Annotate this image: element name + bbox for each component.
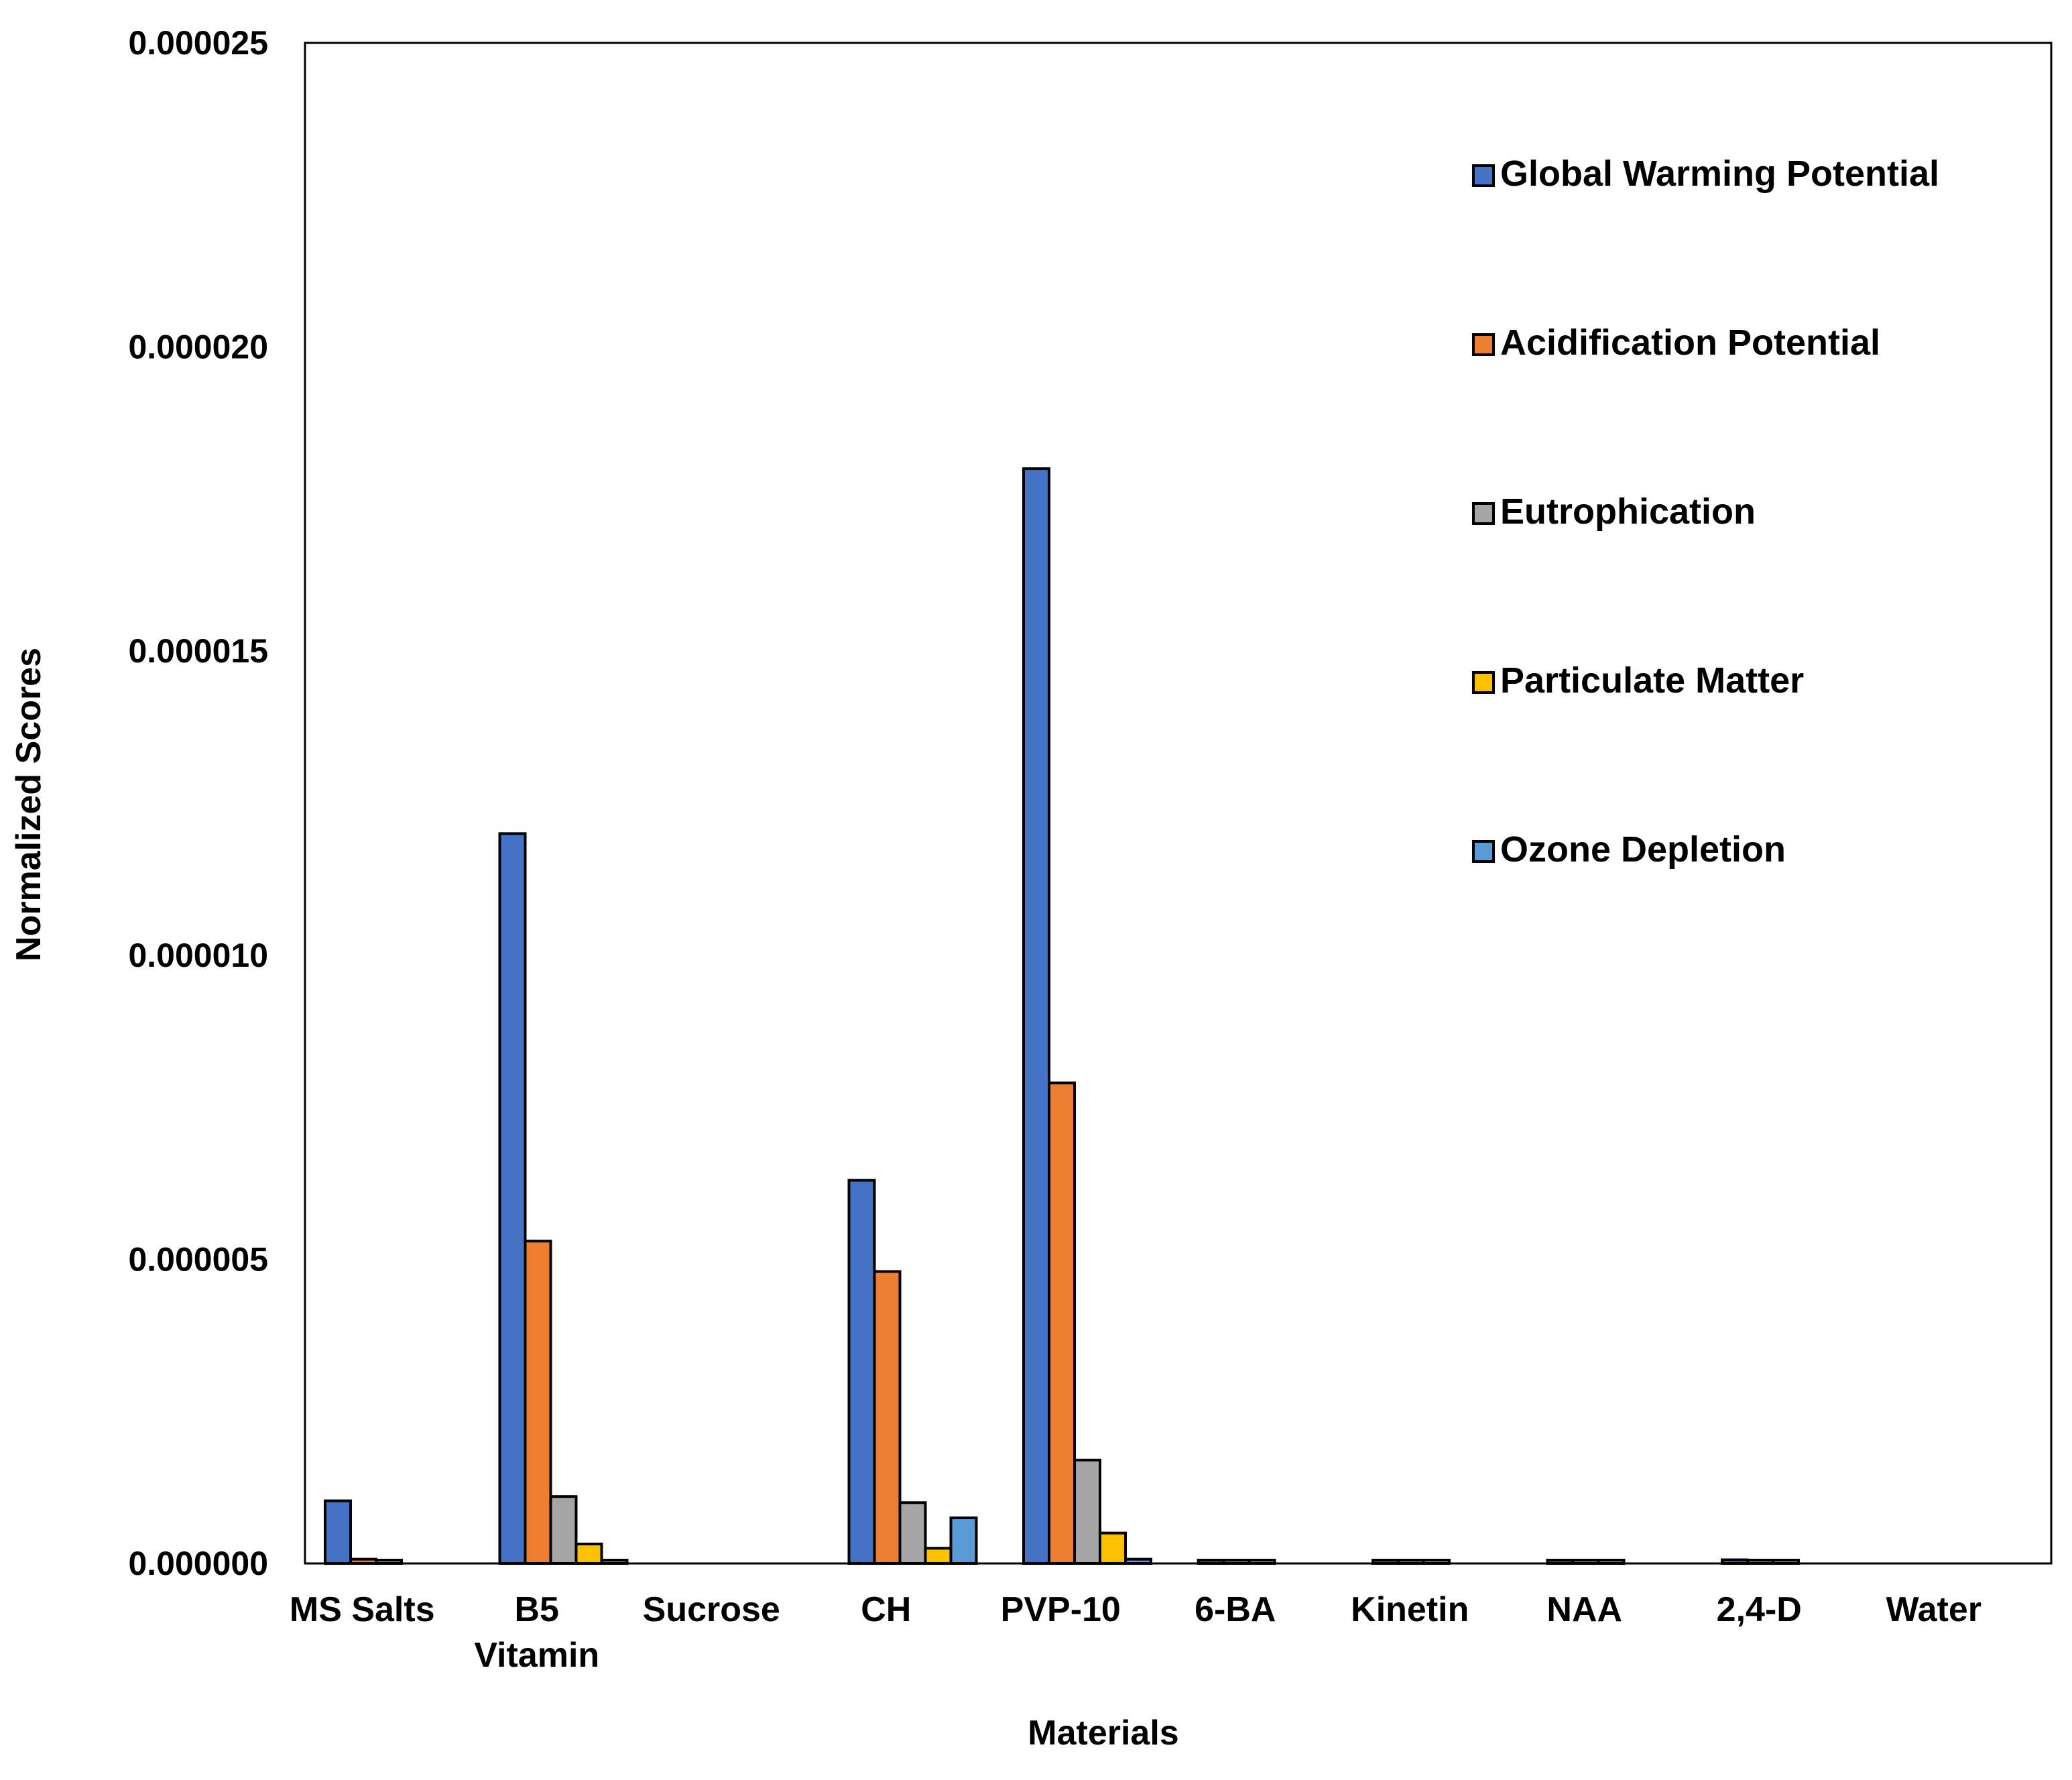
bar [1772, 1559, 1800, 1565]
x-category-label: B5 [515, 1590, 559, 1629]
y-axis-ticks: 0.000000 0.000005 0.000010 0.000015 0.000020… [128, 24, 268, 1582]
bar [1746, 1559, 1774, 1565]
y-tick-label: 0.000025 [128, 24, 268, 62]
bar [375, 1559, 403, 1565]
x-category-label: CH [861, 1590, 911, 1629]
bar [1048, 1081, 1076, 1565]
bar [1197, 1559, 1225, 1565]
bar [1397, 1559, 1425, 1565]
bars-group [324, 467, 1800, 1565]
bar [1073, 1458, 1101, 1565]
bar [1597, 1559, 1626, 1565]
bar [1222, 1559, 1251, 1565]
legend-swatch [1472, 333, 1495, 356]
x-category-label: 6-BA [1195, 1590, 1276, 1629]
legend-label: Global Warming Potential [1500, 154, 1939, 194]
legend-swatch [1472, 502, 1495, 525]
bar [1099, 1531, 1127, 1565]
x-axis-categories: MS Salts B5 Vitamin Sucrose CH PVP-10 6-BA Kine… [290, 1590, 1982, 1675]
bar [924, 1547, 953, 1565]
legend: Global Warming Potential Acidification Po… [1472, 154, 1939, 870]
x-axis-title: Materials [1028, 1714, 1178, 1753]
bar [898, 1501, 927, 1565]
bar [324, 1499, 352, 1565]
y-tick-label: 0.000000 [128, 1545, 268, 1582]
bar [1022, 467, 1050, 1565]
legend-label: Particulate Matter [1500, 660, 1804, 701]
bar [1124, 1557, 1152, 1565]
bar [498, 832, 527, 1565]
x-category-label: Water [1886, 1590, 1982, 1629]
x-category-label: Vitamin [474, 1636, 599, 1675]
bar [1372, 1559, 1400, 1565]
bar [549, 1495, 578, 1565]
bar [1422, 1559, 1451, 1565]
bar [524, 1240, 552, 1565]
bar [600, 1559, 629, 1565]
x-category-label: Sucrose [643, 1590, 780, 1629]
legend-swatch [1472, 164, 1495, 187]
y-tick-label: 0.000005 [128, 1240, 268, 1278]
bar [1546, 1559, 1575, 1565]
x-category-label: 2,4-D [1717, 1590, 1802, 1629]
legend-swatch [1472, 671, 1495, 694]
x-category-label: MS Salts [290, 1590, 435, 1629]
y-tick-label: 0.000010 [128, 937, 268, 974]
x-category-label: PVP-10 [1001, 1590, 1121, 1629]
x-category-label: Kinetin [1351, 1590, 1469, 1629]
y-tick-label: 0.000020 [128, 329, 268, 366]
bar [574, 1542, 603, 1565]
legend-label: Ozone Depletion [1500, 829, 1786, 870]
y-tick-label: 0.000015 [128, 632, 268, 670]
plot-area [304, 42, 2053, 1565]
bar [1247, 1559, 1276, 1565]
legend-label: Eutrophication [1500, 491, 1756, 532]
bar [873, 1270, 902, 1565]
bar [1721, 1558, 1749, 1565]
bar [847, 1179, 876, 1565]
legend-label: Acidification Potential [1500, 322, 1880, 363]
y-axis-title: Normalized Scores [9, 648, 48, 961]
bar [949, 1516, 978, 1565]
bar [1571, 1559, 1600, 1565]
x-category-label: NAA [1546, 1590, 1622, 1629]
legend-swatch [1472, 840, 1495, 863]
bar [349, 1557, 377, 1565]
